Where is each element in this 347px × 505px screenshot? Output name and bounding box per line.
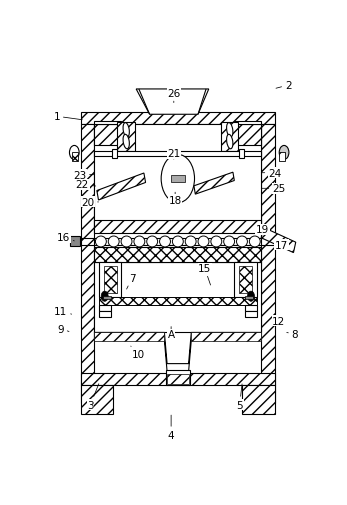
Bar bbox=[234, 125, 261, 146]
Ellipse shape bbox=[249, 236, 260, 247]
Bar bbox=[245, 305, 257, 312]
Bar bbox=[94, 122, 121, 125]
Ellipse shape bbox=[211, 236, 222, 247]
Text: 24: 24 bbox=[261, 168, 281, 178]
Bar bbox=[70, 236, 81, 247]
Ellipse shape bbox=[147, 236, 158, 247]
Ellipse shape bbox=[95, 236, 106, 247]
Text: 22: 22 bbox=[76, 180, 96, 190]
Text: 20: 20 bbox=[81, 197, 99, 208]
Text: 11: 11 bbox=[54, 307, 71, 317]
Bar bbox=[239, 149, 244, 159]
Ellipse shape bbox=[123, 123, 129, 138]
Bar bbox=[81, 113, 275, 125]
Text: 23: 23 bbox=[73, 170, 94, 180]
Ellipse shape bbox=[279, 146, 289, 160]
Bar bbox=[99, 305, 111, 312]
Bar bbox=[166, 371, 190, 385]
Bar bbox=[94, 263, 261, 333]
Ellipse shape bbox=[160, 236, 170, 247]
Text: 16: 16 bbox=[57, 232, 74, 242]
Ellipse shape bbox=[247, 291, 254, 301]
Bar bbox=[261, 125, 275, 403]
Bar bbox=[81, 385, 113, 415]
Ellipse shape bbox=[185, 236, 196, 247]
Ellipse shape bbox=[101, 291, 108, 301]
Text: 12: 12 bbox=[272, 316, 285, 326]
Polygon shape bbox=[261, 228, 296, 253]
Ellipse shape bbox=[123, 135, 129, 149]
Ellipse shape bbox=[172, 236, 183, 247]
Bar bbox=[94, 333, 164, 341]
Text: 10: 10 bbox=[131, 346, 145, 359]
Text: 8: 8 bbox=[287, 330, 298, 340]
Bar bbox=[81, 125, 94, 403]
Bar bbox=[94, 221, 261, 234]
Text: 3: 3 bbox=[87, 384, 99, 410]
Bar bbox=[94, 247, 261, 263]
Text: 26: 26 bbox=[167, 89, 180, 104]
Polygon shape bbox=[97, 174, 146, 200]
Bar bbox=[221, 123, 238, 152]
Ellipse shape bbox=[227, 135, 233, 149]
Bar bbox=[94, 125, 121, 146]
Ellipse shape bbox=[227, 123, 233, 138]
Ellipse shape bbox=[121, 236, 132, 247]
Text: 7: 7 bbox=[127, 273, 135, 289]
Polygon shape bbox=[194, 173, 234, 195]
Bar bbox=[81, 373, 275, 385]
Ellipse shape bbox=[224, 236, 235, 247]
Text: 19: 19 bbox=[256, 225, 269, 235]
Ellipse shape bbox=[198, 236, 209, 247]
Bar bbox=[239, 267, 252, 294]
Bar bbox=[279, 153, 285, 162]
Text: 5: 5 bbox=[236, 384, 243, 410]
Bar bbox=[99, 263, 121, 298]
Bar bbox=[167, 374, 189, 384]
Bar bbox=[103, 296, 111, 299]
Ellipse shape bbox=[134, 236, 145, 247]
Text: 17: 17 bbox=[275, 240, 288, 250]
Bar bbox=[94, 125, 261, 232]
Text: 2: 2 bbox=[276, 81, 291, 91]
Bar bbox=[191, 333, 261, 341]
Bar bbox=[117, 123, 135, 152]
Text: 18: 18 bbox=[169, 193, 182, 206]
Bar bbox=[234, 263, 257, 298]
Bar bbox=[171, 176, 185, 182]
Bar bbox=[94, 151, 261, 157]
Text: A: A bbox=[168, 327, 175, 340]
Bar bbox=[242, 385, 275, 415]
Bar bbox=[245, 311, 257, 317]
Bar bbox=[71, 153, 77, 162]
Bar bbox=[112, 149, 117, 159]
Bar bbox=[245, 296, 253, 299]
Text: 25: 25 bbox=[261, 184, 285, 194]
Text: 15: 15 bbox=[198, 264, 211, 285]
Ellipse shape bbox=[69, 146, 79, 160]
Text: 4: 4 bbox=[168, 415, 175, 440]
Ellipse shape bbox=[237, 236, 247, 247]
Text: 1: 1 bbox=[53, 112, 82, 122]
Text: 9: 9 bbox=[58, 324, 69, 334]
Bar bbox=[104, 267, 117, 294]
Polygon shape bbox=[136, 90, 209, 115]
Polygon shape bbox=[94, 333, 261, 372]
Ellipse shape bbox=[108, 236, 119, 247]
Text: 21: 21 bbox=[167, 149, 180, 160]
Ellipse shape bbox=[161, 155, 195, 204]
Bar bbox=[99, 311, 111, 317]
Bar bbox=[234, 122, 261, 125]
Bar bbox=[99, 297, 257, 306]
